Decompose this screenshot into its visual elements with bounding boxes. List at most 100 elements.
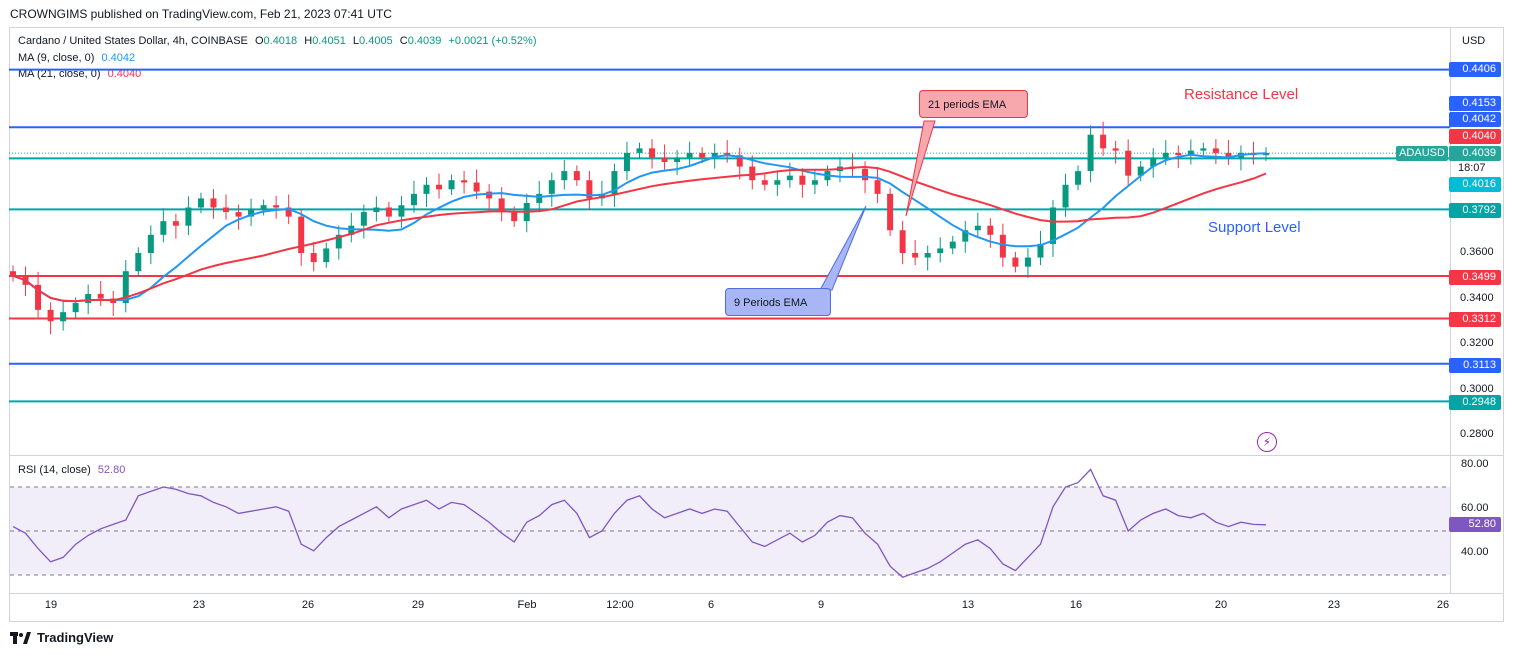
- currency-label: USD: [1462, 35, 1486, 47]
- candle-body: [611, 171, 618, 194]
- candle-body: [686, 152, 693, 158]
- candle-body: [899, 230, 906, 253]
- candle-body: [674, 157, 681, 162]
- candle-body: [235, 212, 242, 217]
- candle-body: [811, 180, 818, 185]
- candle-body: [410, 193, 417, 206]
- candle-body: [999, 234, 1006, 258]
- candle-body: [35, 284, 42, 310]
- countdown-label: 18:07: [1458, 162, 1486, 174]
- price-level-tag: 0.2948: [1449, 395, 1501, 410]
- brand-name: TradingView: [37, 630, 114, 645]
- date-axis-label: 13: [961, 599, 975, 611]
- ma21-line: [12, 165, 1267, 303]
- candle-body: [373, 207, 380, 213]
- tradingview-logo: TradingView: [10, 630, 113, 645]
- candle-body: [887, 193, 894, 231]
- ma9-label: MA (9, close, 0): [18, 52, 95, 64]
- price-axis-label: 0.3000: [1460, 382, 1494, 395]
- candle-body: [1075, 171, 1082, 185]
- ma9-value: 0.4042: [101, 52, 136, 64]
- candle-body: [385, 207, 392, 217]
- candle-body: [260, 205, 267, 210]
- candle-body: [473, 182, 480, 192]
- date-axis-label: 23: [192, 599, 206, 611]
- ticker-label: ADAUSD: [1396, 146, 1448, 161]
- ema9-callout: 9 Periods EMA: [725, 288, 831, 316]
- candle-body: [273, 205, 280, 208]
- candle-body: [185, 207, 192, 226]
- rsi-axis-label: 60.00: [1461, 502, 1489, 514]
- candle-body: [573, 171, 580, 181]
- candle-body: [147, 234, 154, 253]
- rsi-legend[interactable]: RSI (14, close) 52.80: [18, 464, 125, 476]
- candle-body: [548, 180, 555, 194]
- candle-body: [1024, 257, 1031, 267]
- ma21-label: MA (21, close, 0): [18, 68, 101, 80]
- price-level-tag: 0.4042: [1449, 112, 1501, 127]
- price-level-tag: 0.3113: [1449, 358, 1501, 373]
- candle-body: [1225, 152, 1232, 158]
- candle-body: [1087, 134, 1094, 172]
- date-axis-label: 26: [1436, 599, 1450, 611]
- price-axis-divider: [1450, 27, 1451, 594]
- candle-body: [1049, 207, 1056, 244]
- flash-icon[interactable]: ⚡: [1257, 432, 1277, 452]
- resistance-annotation: Resistance Level: [1184, 86, 1299, 103]
- price-axis-label: 0.2800: [1460, 428, 1494, 440]
- candle-body: [586, 180, 593, 199]
- candle-body: [122, 271, 129, 304]
- candle-body: [874, 180, 881, 194]
- low-value: 0.4005: [359, 35, 393, 47]
- date-axis-label: 19: [44, 599, 58, 611]
- candle-body: [135, 253, 142, 272]
- candle-body: [561, 171, 568, 181]
- candle-body: [1162, 152, 1169, 158]
- candle-body: [360, 212, 367, 226]
- candle-body: [461, 180, 468, 183]
- candle-body: [962, 230, 969, 242]
- rsi-label: RSI (14, close): [18, 464, 91, 476]
- price-level-tag: 0.4406: [1449, 62, 1501, 77]
- ma9-legend[interactable]: MA (9, close, 0) 0.4042: [18, 52, 135, 64]
- candle-body: [486, 191, 493, 199]
- rsi-value: 52.80: [97, 464, 126, 476]
- close-label: C: [399, 35, 408, 47]
- candle-body: [862, 168, 869, 181]
- candle-body: [210, 198, 217, 208]
- price-level-tag: 0.4016: [1449, 177, 1501, 192]
- ma21-legend[interactable]: MA (21, close, 0) 0.4040: [18, 68, 141, 80]
- publisher-line: CROWNGIMS published on TradingView.com, …: [10, 7, 392, 21]
- candle-body: [1212, 148, 1219, 153]
- candle-body: [1125, 150, 1132, 176]
- candle-body: [160, 221, 167, 235]
- price-level-tag: 0.3499: [1449, 270, 1501, 285]
- candle-body: [761, 180, 768, 185]
- rsi-axis-label: 80.00: [1461, 458, 1489, 470]
- candle-body: [1187, 150, 1194, 156]
- candle-body: [72, 303, 79, 313]
- candle-body: [85, 293, 92, 304]
- date-axis-label: 23: [1327, 599, 1341, 611]
- candle-body: [1112, 148, 1119, 151]
- candle-body: [323, 248, 330, 263]
- support-annotation: Support Level: [1208, 219, 1301, 236]
- price-level-tag: 0.3312: [1449, 312, 1501, 327]
- candle-body: [1175, 152, 1182, 156]
- candle-body: [924, 253, 931, 258]
- candle-body: [636, 148, 643, 153]
- candle-body: [335, 234, 342, 249]
- candle-body: [987, 225, 994, 235]
- ema21-callout: 21 periods EMA: [919, 90, 1028, 118]
- candle-body: [423, 184, 430, 194]
- price-axis-label: 0.3600: [1460, 246, 1494, 258]
- close-value: 0.4039: [407, 35, 442, 47]
- candle-body: [623, 152, 630, 172]
- candle-body: [436, 184, 443, 190]
- date-axis-label: 29: [411, 599, 425, 611]
- candle-body: [97, 293, 104, 299]
- candle-body: [799, 175, 806, 185]
- candle-body: [1012, 257, 1019, 267]
- rsi-panel: [9, 455, 1504, 594]
